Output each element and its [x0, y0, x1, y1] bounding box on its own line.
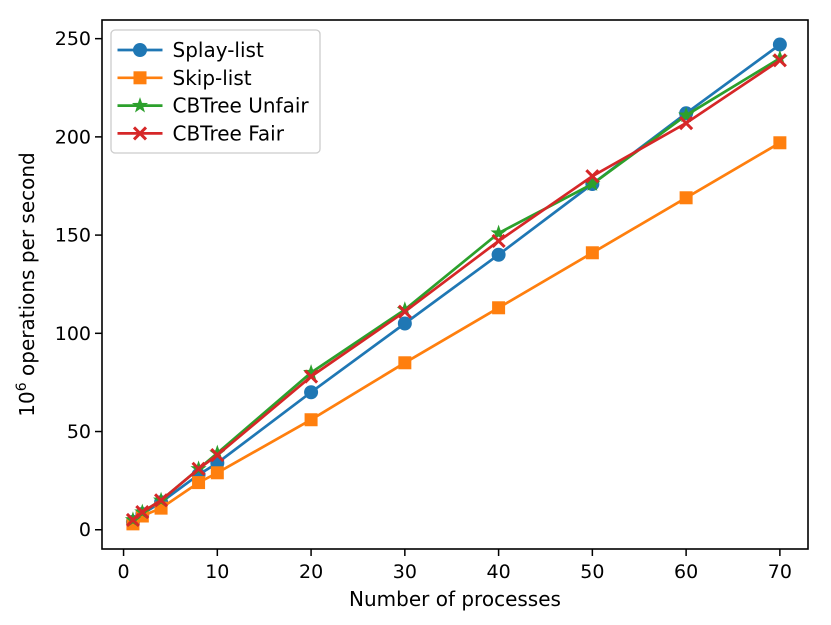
series-marker-skip-list — [585, 246, 599, 260]
legend-cbtree-fair-marker-icon — [132, 126, 148, 141]
legend-skip-list-marker-icon — [133, 71, 147, 85]
series-marker-skip-list — [679, 191, 693, 205]
y-tick-label-0: 0 — [79, 519, 91, 541]
series-marker-cbtree-fair — [679, 116, 694, 131]
y-axis-title: 106 operations per second — [14, 152, 39, 416]
series-marker-cbtree-fair — [397, 304, 412, 319]
series-marker-cbtree-unfair — [396, 301, 413, 317]
x-tick-label-30: 30 — [393, 561, 417, 583]
y-tick-label-50: 50 — [67, 421, 91, 443]
legend-label-cbtree-unfair: CBTree Unfair — [173, 94, 310, 118]
series-marker-cbtree-fair — [154, 493, 169, 508]
x-tick-label-10: 10 — [205, 561, 229, 583]
legend-label-cbtree-fair: CBTree Fair — [173, 121, 285, 145]
x-axis-title: Number of processes — [349, 587, 561, 611]
series-marker-cbtree-fair — [210, 448, 225, 463]
legend-item-cbtree-fair: CBTree Fair — [117, 121, 285, 145]
series-skip-list — [126, 136, 787, 531]
legend-label-splay-list: Splay-list — [173, 38, 264, 62]
series-marker-cbtree-fair — [135, 505, 150, 520]
series-marker-splay-list — [397, 316, 412, 331]
series-marker-skip-list — [492, 301, 506, 315]
legend-item-cbtree-unfair: CBTree Unfair — [117, 94, 310, 118]
y-axis-title-superscript: 6 — [14, 382, 30, 391]
series-marker-skip-list — [398, 356, 412, 370]
x-tick-label-0: 0 — [118, 561, 130, 583]
x-tick-label-60: 60 — [674, 561, 698, 583]
series-marker-splay-list — [491, 247, 506, 262]
legend-item-splay-list: Splay-list — [117, 38, 264, 62]
series-marker-skip-list — [773, 136, 787, 150]
x-tick-label-70: 70 — [768, 561, 792, 583]
x-tick-label-40: 40 — [487, 561, 511, 583]
legend-label-skip-list: Skip-list — [173, 66, 252, 90]
x-tick-label-50: 50 — [580, 561, 604, 583]
series-marker-splay-list — [304, 385, 319, 400]
y-axis-title-base: 10 — [15, 391, 39, 416]
legend-item-skip-list: Skip-list — [117, 66, 252, 90]
series-marker-cbtree-fair — [491, 233, 506, 249]
y-tick-label-250: 250 — [55, 28, 91, 50]
series-marker-cbtree-unfair — [490, 224, 507, 241]
series-marker-cbtree-unfair — [771, 49, 788, 66]
axes-layer: 0 10 20 30 40 50 60 70 0 50 100 150 200 250 — [55, 28, 792, 583]
y-tick-label-150: 150 — [55, 225, 91, 247]
series-marker-cbtree-unfair — [584, 175, 601, 191]
series-marker-cbtree-fair — [191, 461, 206, 476]
series-marker-skip-list — [192, 476, 206, 490]
series-marker-skip-list — [304, 413, 318, 427]
y-axis-title-rest: operations per second — [15, 152, 39, 382]
series-marker-cbtree-unfair — [209, 444, 226, 461]
series-marker-cbtree-fair — [772, 53, 787, 68]
legend-splay-list-marker-icon — [133, 43, 147, 57]
plot-border — [101, 19, 809, 550]
y-tick-label-100: 100 — [55, 323, 91, 345]
series-marker-cbtree-fair — [304, 369, 319, 384]
series-marker-skip-list — [210, 466, 224, 480]
series-cbtree-fair — [125, 53, 787, 527]
legend-box — [110, 29, 321, 154]
legend: Splay-list Skip-list CBTree Unfair CBTree F… — [110, 29, 321, 154]
series-marker-cbtree-fair — [585, 169, 600, 184]
series-layer — [124, 37, 788, 531]
series-marker-cbtree-unfair — [678, 106, 695, 123]
x-tick-label-20: 20 — [299, 561, 323, 583]
y-tick-label-200: 200 — [55, 126, 91, 148]
legend-cbtree-unfair-marker-icon — [131, 97, 149, 113]
series-marker-splay-list — [772, 37, 787, 52]
series-marker-cbtree-unfair — [303, 364, 320, 380]
